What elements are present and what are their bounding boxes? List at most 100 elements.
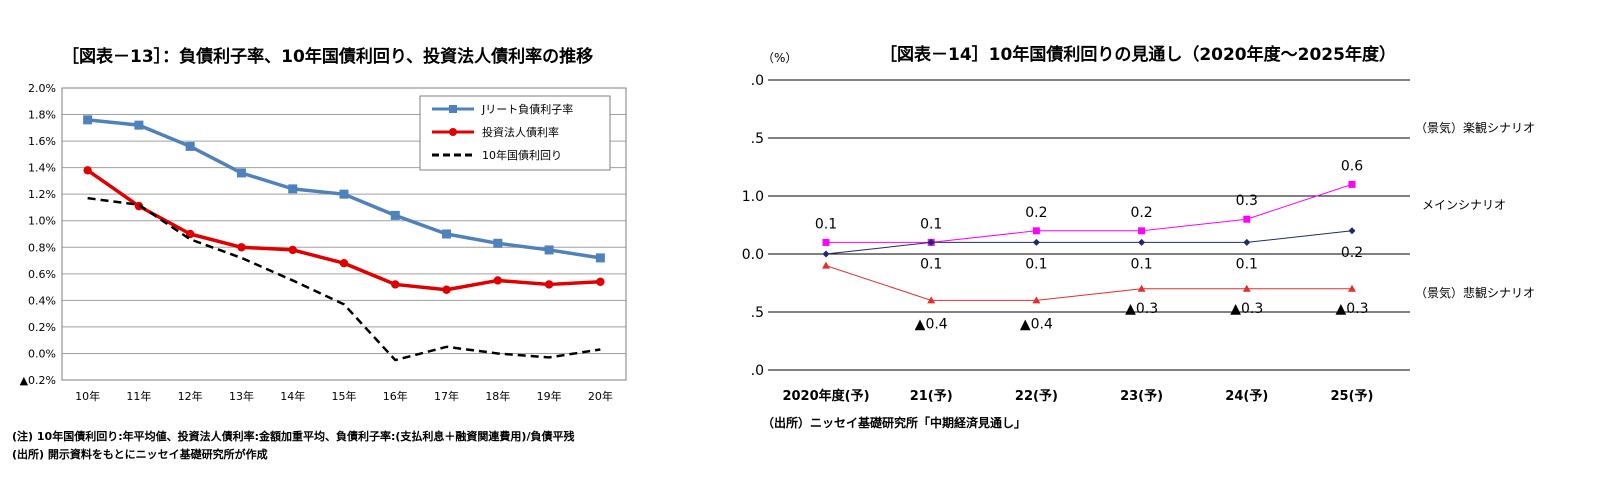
x-tick-label: 19年 (537, 389, 562, 403)
data-point (1348, 284, 1356, 292)
y-tick-label: 1.4% (28, 162, 56, 175)
x-tick-label: 20年 (588, 389, 613, 403)
data-label: 0.2 (1025, 205, 1047, 221)
series-line (86, 168, 601, 292)
data-point (544, 245, 554, 255)
data-point (236, 168, 246, 178)
data-point (822, 261, 830, 269)
data-label: 0.1 (1130, 256, 1152, 272)
series-label: （景気）悲観シナリオ (1415, 285, 1535, 300)
data-point (185, 141, 195, 151)
series-label: メインシナリオ (1422, 198, 1506, 212)
x-tick-label: 12年 (178, 389, 203, 403)
chart1-plot: ▲0.2% 0.0% 0.2% 0.4% 0.6% 0.8% 1.0% 1.2% 1.4% 1.6… (20, 82, 627, 403)
legend-marker (449, 128, 457, 136)
data-point (493, 276, 503, 285)
y-tick-label: .5 (751, 131, 764, 147)
y-tick-label: ▲0.2% (20, 374, 56, 387)
data-point (1348, 227, 1356, 235)
y-tick-label: .0 (751, 363, 764, 379)
data-point (544, 280, 554, 289)
data-point (596, 277, 605, 286)
data-point (134, 120, 144, 130)
data-point (391, 280, 400, 289)
data-point (822, 250, 830, 258)
data-point (1243, 215, 1251, 223)
data-label: ▲0.4 (1020, 316, 1053, 332)
x-tick-label: 22(予) (1015, 389, 1058, 404)
data-point (1348, 180, 1356, 188)
data-point (237, 243, 246, 252)
legend-marker (449, 105, 457, 113)
y-tick-label: 1.0 (742, 189, 764, 205)
data-point (83, 166, 92, 175)
series-line (87, 196, 601, 362)
data-label: 0.1 (1025, 256, 1047, 272)
y-tick-label: 1.2% (28, 188, 56, 201)
y-tick-label: 0.6% (28, 268, 56, 281)
plot-area (61, 87, 627, 381)
y-tick-label: 0.0 (742, 247, 764, 263)
data-point (1137, 284, 1146, 292)
y-tick-label: 0.4% (28, 294, 56, 307)
x-tick-label: 2020年度(予) (782, 388, 869, 404)
data-point (1242, 284, 1251, 292)
data-label: ▲0.3 (1125, 301, 1158, 317)
chart2-plot: （%） .0 .5 0.0 1.0 .5 .0 2020年度(予) 21(予) 22(予) 23(予… (742, 51, 1535, 404)
data-label: 0.1 (815, 216, 837, 232)
x-tick-label: 25(予) (1331, 389, 1374, 404)
y-tick-label: .0 (751, 73, 764, 89)
data-label: ▲0.3 (1230, 301, 1263, 317)
chart1-title: ［図表－13］：負債利子率、10年国債利回り、投資法人債利率の推移 (62, 47, 594, 67)
data-label: ▲0.3 (1335, 301, 1368, 317)
data-point (493, 238, 503, 248)
data-label: 0.1 (1236, 256, 1258, 272)
y-axis-unit: （%） (762, 51, 797, 65)
y-tick-label: 0.0% (28, 347, 56, 360)
x-tick-label: 24(予) (1225, 389, 1268, 404)
data-label: 0.1 (920, 216, 942, 232)
series-label: （景気）楽観シナリオ (1415, 120, 1535, 135)
series-line (825, 230, 1353, 255)
y-tick-label: .5 (751, 305, 764, 321)
data-point (185, 229, 195, 239)
x-tick-label: 16年 (383, 389, 408, 403)
y-tick-label: 1.0% (28, 215, 56, 228)
data-point (288, 184, 298, 194)
x-tick-label: 10年 (75, 389, 100, 403)
y-tick-label: 2.0% (28, 82, 56, 95)
chart2-source: （出所）ニッセイ基礎研究所「中期経済見通し」 (762, 416, 1027, 430)
data-point (1138, 238, 1146, 246)
data-point (927, 238, 935, 246)
data-point (390, 210, 400, 220)
x-tick-label: 13年 (229, 389, 254, 403)
data-point (442, 285, 451, 294)
chart1-source: (出所) 開示資料をもとにニッセイ基礎研究所が作成 (12, 448, 268, 461)
data-label: 0.1 (920, 256, 942, 272)
x-tick-label: 11年 (126, 389, 151, 403)
x-tick-label: 15年 (332, 389, 357, 403)
y-tick-label: 0.8% (28, 241, 56, 254)
data-point (1032, 238, 1040, 246)
y-tick-label: 1.8% (28, 109, 56, 122)
data-point (1032, 227, 1040, 235)
data-point (339, 259, 349, 268)
y-tick-label: 1.6% (28, 135, 56, 148)
data-point (927, 296, 936, 304)
legend-label: 投資法人債利率 (482, 125, 559, 139)
data-point (442, 229, 452, 239)
data-label: 0.3 (1236, 193, 1258, 209)
y-tick-label: 0.2% (28, 321, 56, 334)
data-label: ▲0.4 (915, 316, 948, 332)
legend-label: Jリート負債利子率 (481, 102, 573, 116)
chart2-title: ［図表－14］10年国債利回りの見通し（2020年度～2025年度） (880, 45, 1396, 65)
data-point (1138, 227, 1146, 235)
data-point (1243, 238, 1251, 246)
data-point (1032, 296, 1041, 304)
x-tick-label: 14年 (280, 389, 305, 403)
legend-label: 10年国債利回り (482, 148, 562, 162)
series-line (826, 183, 1353, 243)
x-tick-label: 17年 (434, 389, 459, 403)
data-point (595, 253, 605, 263)
x-tick-label: 21(予) (910, 389, 953, 404)
